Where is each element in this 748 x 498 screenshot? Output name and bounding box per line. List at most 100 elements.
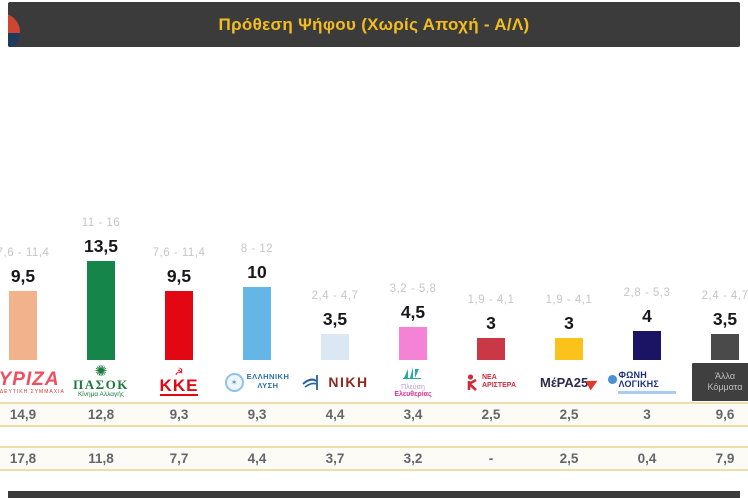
bar — [477, 338, 505, 360]
party-logo: ΜέΡΑ25 ▶ — [530, 362, 608, 402]
bar — [321, 334, 349, 360]
nea-aristera-logo: ΝΕΑ ΑΡΙΣΤΕΡΑ — [466, 374, 516, 391]
syriza-logo: ΣΥΡΙΖΑΠΡΟΟΔΕΥΤΙΚΗ ΣΥΜΜΑΧΙΑ — [0, 370, 65, 395]
party-logo: ΦΩΝΗ ΛΟΓΙΚΗΣ — [608, 362, 686, 402]
range-label: 2,8 - 5,3 — [623, 286, 671, 299]
value-label: 10 — [247, 262, 267, 282]
title-bar: Πρόθεση Ψήφου (Χωρίς Αποχή - Α/Λ) — [8, 2, 740, 47]
table-cell-row1: 3 — [643, 407, 651, 422]
party-logo: Πλεύση Ελευθερίας — [374, 362, 452, 402]
foni-logikis-subtitle-line — [618, 390, 676, 394]
results-row-current: 14,9 12,8 9,3 9,3 4,4 3,4 2,5 2,5 3 9,6 — [0, 402, 748, 427]
party-logo: Άλλα Κόμματα — [686, 362, 748, 402]
elliniki-lysi-wordmark: ΕΛΛΗΝΙΚΗ ΛΥΣΗ — [247, 373, 290, 390]
party-logo: ΝΙΚΗ — [296, 362, 374, 402]
pollster-logo-icon — [8, 13, 20, 47]
value-label: 3,5 — [322, 309, 348, 330]
nea-aristera-wordmark: ΝΕΑ ΑΡΙΣΤΕΡΑ — [482, 374, 516, 391]
sailboat-icon — [402, 367, 421, 379]
table-cell-row1: 3,4 — [403, 407, 423, 422]
table-cell-row1: 9,3 — [247, 407, 267, 422]
range-label: 1,9 - 4,1 — [467, 294, 515, 307]
value-label: 4 — [642, 305, 652, 326]
elliniki-lysi-emblem-icon: ✶ — [224, 372, 244, 392]
plefsi-line1: Πλεύση — [401, 384, 425, 391]
value-label: 3 — [486, 313, 496, 334]
bar — [711, 334, 739, 360]
bar — [633, 330, 661, 360]
elliniki-lysi-line1: ΕΛΛΗΝΙΚΗ — [246, 372, 290, 382]
bar — [87, 261, 115, 360]
globe-icon — [608, 375, 617, 384]
bar — [399, 327, 427, 360]
plefsi-logo: Πλεύση Ελευθερίας — [394, 366, 432, 398]
table-cell-row2: 4,4 — [247, 451, 267, 466]
table-cell-row2: 7,9 — [715, 451, 735, 466]
range-label: 11 - 16 — [81, 217, 121, 230]
party-logo: ΣΥΡΙΖΑΠΡΟΟΔΕΥΤΙΚΗ ΣΥΜΜΑΧΙΑ — [0, 362, 65, 402]
range-label: 7,6 - 11,4 — [152, 246, 206, 259]
range-label: 8 - 12 — [240, 243, 274, 255]
range-label: 1,9 - 4,1 — [545, 294, 593, 307]
value-label: 13,5 — [83, 236, 119, 257]
syriza-wordmark: ΣΥΡΙΖΑ — [0, 368, 60, 390]
table-cell-row1: 9,6 — [715, 407, 735, 422]
value-label: 3,5 — [712, 309, 738, 330]
pasok-subtitle: Κίνημα Αλλαγής — [77, 390, 125, 398]
alla-line2: Κόμματα — [707, 382, 743, 392]
value-label: 4,5 — [400, 302, 426, 323]
table-cell-row2: 11,8 — [88, 451, 114, 466]
pasok-wordmark: ΠΑΣΟΚ — [73, 376, 129, 392]
kke-wordmark: ΚΚΕ — [159, 375, 199, 396]
elliniki-lysi-logo: ✶ ΕΛΛΗΝΙΚΗ ΛΥΣΗ — [224, 372, 290, 392]
range-label: 2,4 - 4,7 — [311, 290, 359, 303]
table-cell-row2: 2,5 — [559, 451, 579, 466]
kke-logo: ☭ ΚΚΕ — [159, 366, 199, 396]
table-cell-row1: 9,3 — [169, 407, 189, 422]
range-label: 3,2 - 5,8 — [389, 283, 437, 296]
table-cell-row2: 3,2 — [403, 451, 423, 466]
nea-line2: ΑΡΙΣΤΕΡΑ — [481, 382, 517, 389]
alla-line1: Άλλα — [714, 370, 736, 381]
niki-wing-icon — [302, 375, 319, 390]
table-cell-row1: 12,8 — [87, 407, 115, 422]
bar — [243, 287, 271, 360]
table-cell-row2: 7,7 — [169, 451, 189, 466]
nea-line1: ΝΕΑ — [481, 373, 497, 381]
table-cell-row2: 17,8 — [9, 451, 37, 466]
elliniki-lysi-line2: ΛΥΣΗ — [257, 381, 279, 390]
foni-logikis-wordmark: ΦΩΝΗ ΛΟΓΙΚΗΣ — [618, 369, 659, 389]
pasok-logo: ✺ ΠΑΣΟΚ Κίνημα Αλλαγής — [73, 362, 129, 399]
foni-logikis-top: ΦΩΝΗ ΛΟΓΙΚΗΣ — [608, 369, 686, 389]
bar — [9, 290, 37, 360]
table-cell-row1: 2,5 — [481, 407, 501, 422]
results-row-previous: 17,8 11,8 7,7 4,4 3,7 3,2 - 2,5 0,4 7,9 — [0, 446, 748, 471]
table-cell-row1: 14,9 — [9, 407, 37, 422]
bar — [555, 338, 583, 360]
table-cell-row2: 3,7 — [325, 451, 345, 466]
party-logo: ΝΕΑ ΑΡΙΣΤΕΡΑ — [452, 362, 530, 402]
table-cell-row2: - — [488, 451, 494, 466]
table-cell-row1: 2,5 — [559, 407, 579, 422]
table-cell-row2: 0,4 — [637, 451, 657, 466]
value-label: 9,5 — [10, 265, 36, 286]
niki-logo: ΝΙΚΗ — [301, 373, 368, 391]
pasok-sun-icon: ✺ — [94, 362, 108, 380]
party-logo: ✶ ΕΛΛΗΝΙΚΗ ΛΥΣΗ — [218, 362, 296, 402]
value-label: 9,5 — [166, 265, 192, 286]
bar — [165, 290, 193, 360]
mera25-wordmark: ΜέΡΑ25 — [539, 374, 589, 390]
range-label: 7,6 - 11,4 — [0, 246, 50, 259]
plefsi-line2: Ελευθερίας — [394, 391, 432, 398]
walking-figure-icon — [467, 373, 477, 391]
value-label: 3 — [564, 313, 574, 334]
mera25-logo: ΜέΡΑ25 ▶ — [539, 372, 601, 391]
syriza-subtitle: ΠΡΟΟΔΕΥΤΙΚΗ ΣΥΜΜΑΧΙΑ — [0, 388, 65, 395]
table-cell-row1: 4,4 — [325, 407, 345, 422]
other-parties-box: Άλλα Κόμματα — [692, 363, 748, 401]
party-logo: ☭ ΚΚΕ — [140, 362, 218, 402]
hammer-sickle-icon: ☭ — [174, 366, 184, 378]
niki-wordmark: ΝΙΚΗ — [328, 374, 369, 390]
range-label: 2,4 - 4,7 — [701, 290, 748, 303]
